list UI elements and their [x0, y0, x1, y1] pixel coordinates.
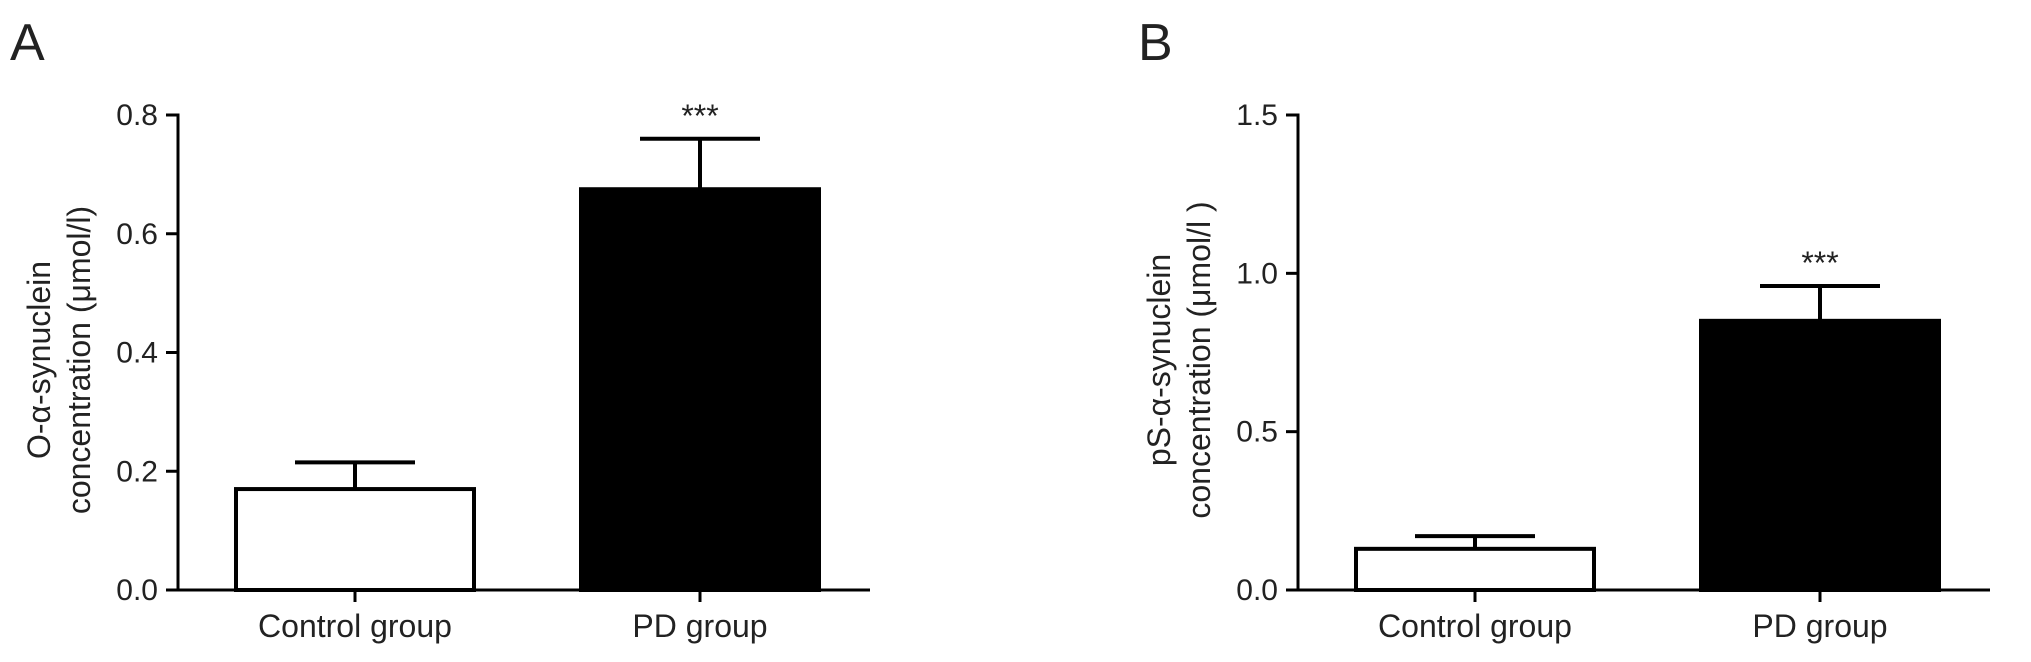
panel-letter-a: A [10, 14, 45, 72]
y-tick-label: 0.2 [116, 455, 158, 488]
significance-marker: *** [681, 98, 718, 134]
bar [234, 487, 476, 592]
y-tick-label: 0.4 [116, 337, 158, 370]
panel-letter-b: B [1138, 14, 1173, 72]
y-tick-label: 0.0 [116, 574, 158, 607]
bar [1354, 546, 1596, 592]
plot-area-a: 0.0 0.2 0.4 0.6 0.8 *** [116, 98, 870, 607]
panel-a: A O-α-synuclein concentration (μmol/l) 0… [10, 14, 870, 644]
y-tick-label: 1.0 [1236, 257, 1278, 290]
y-tick-label: 0.6 [116, 218, 158, 251]
plot-area-b: 0.0 0.5 1.0 1.5 *** [1236, 99, 1990, 607]
x-category-label: Control group [1378, 608, 1572, 644]
y-axis-label-line1-a: O-α-synuclein [21, 261, 57, 459]
y-tick-label: 0.0 [1236, 574, 1278, 607]
significance-marker: *** [1801, 245, 1838, 281]
y-tick-label: 1.5 [1236, 99, 1278, 132]
x-category-label: Control group [258, 608, 452, 644]
y-axis-label-line2-a: concentration (μmol/l) [61, 206, 97, 514]
bar [1699, 318, 1941, 592]
y-axis-label-line1-b: pS-α-synuclein [1141, 254, 1177, 466]
x-category-label: PD group [1752, 608, 1887, 644]
panel-b: B pS-α-synuclein concentration (μmol/l )… [1138, 14, 1990, 644]
y-tick-label: 0.8 [116, 99, 158, 132]
x-category-label: PD group [632, 608, 767, 644]
y-axis-label-line2-b: concentration (μmol/l ) [1181, 201, 1217, 518]
y-tick-label: 0.5 [1236, 416, 1278, 449]
bar [579, 187, 821, 592]
